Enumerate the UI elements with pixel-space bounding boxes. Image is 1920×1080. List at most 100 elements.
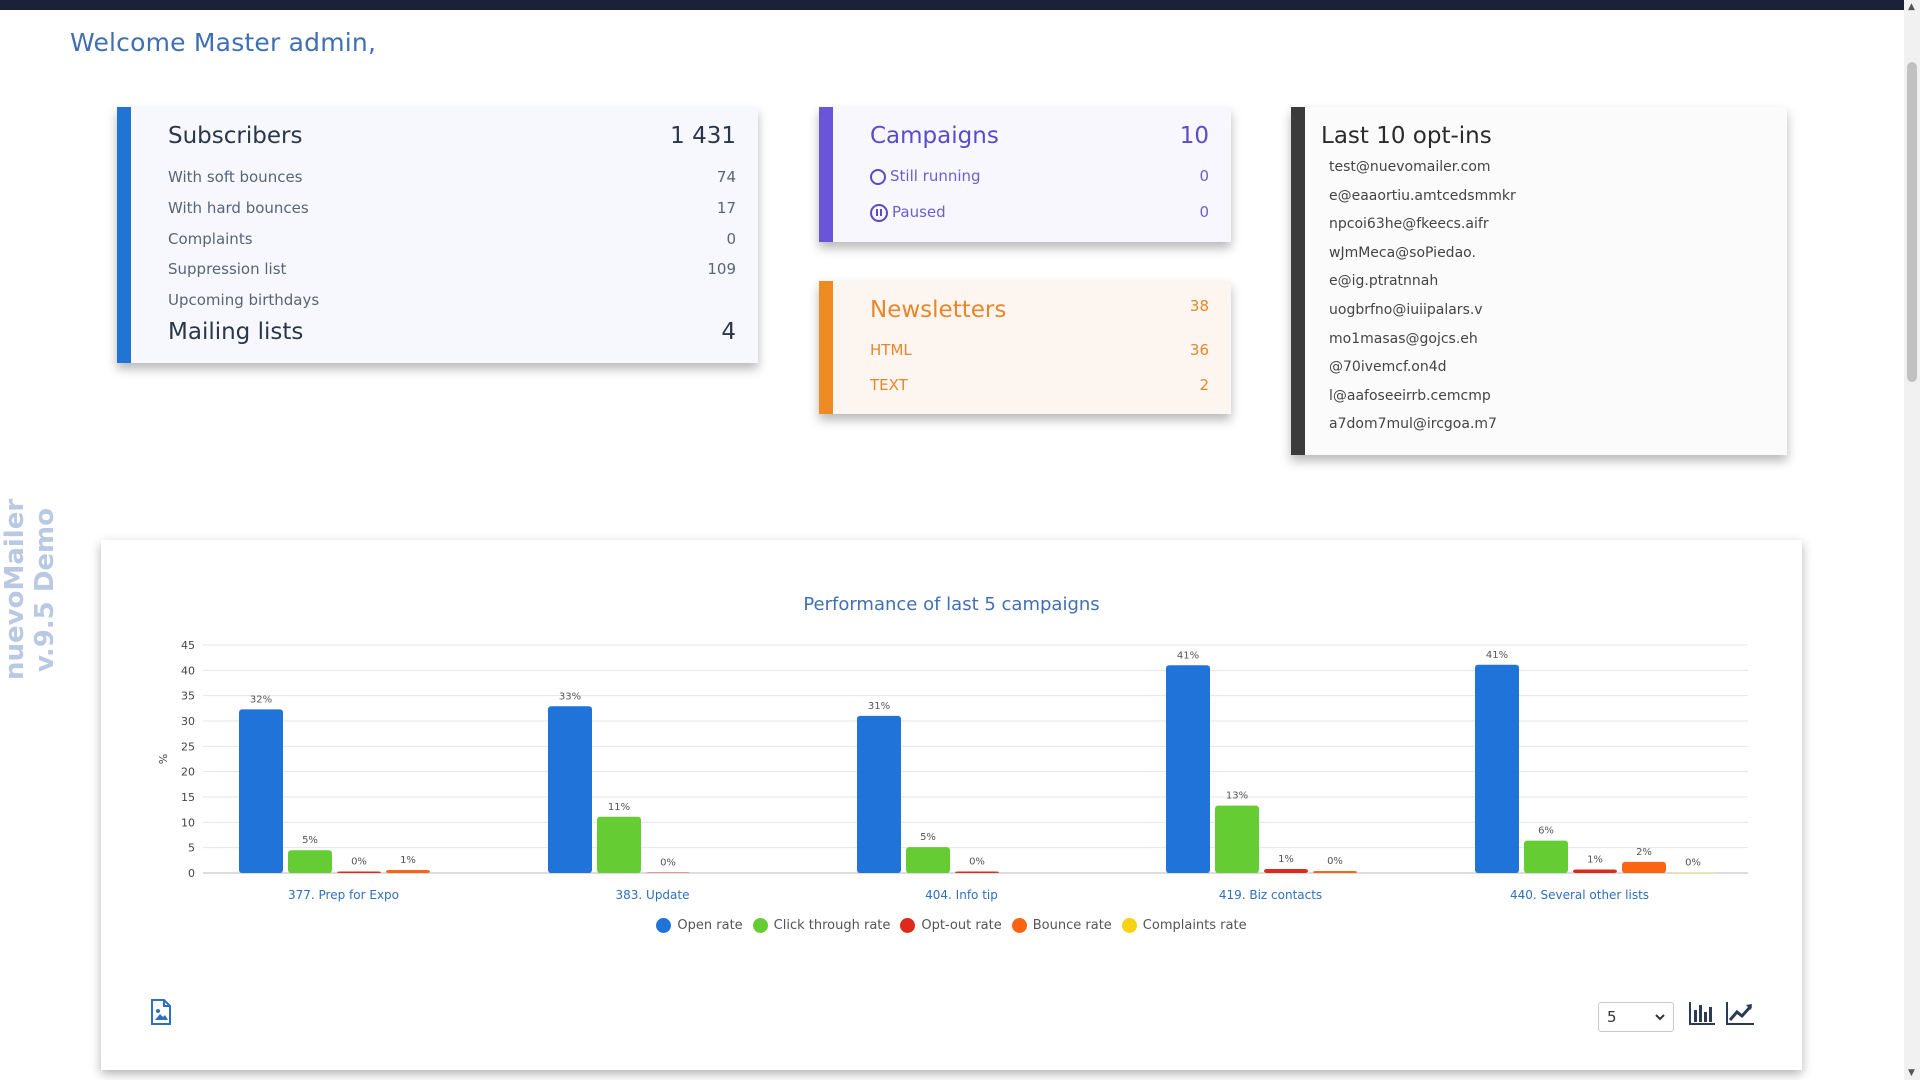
data-label: 0% [969,856,985,867]
row-value: 109 [707,260,736,278]
top-bar [0,0,1920,10]
row-label: Upcoming birthdays [168,291,320,309]
chart-bar [1313,870,1357,873]
bar-chart-icon[interactable] [1688,1000,1716,1026]
soft-bounces-row[interactable]: With soft bounces 74 [168,168,736,186]
optin-email[interactable]: npcoi63he@fkeecs.aifr [1329,216,1489,232]
campaigns-card: Campaigns 10 Still running 0 Paused 0 [819,107,1231,242]
chart-legend: Open rate Click through rate Opt-out rat… [101,918,1802,933]
mailing-lists-label: Mailing lists [168,319,304,345]
legend-label: Complaints rate [1142,918,1247,933]
legend-open-rate[interactable]: Open rate [656,918,743,933]
chart-bar [1264,868,1308,873]
optins-title: Last 10 opt-ins [1321,123,1492,149]
legend-label: Bounce rate [1032,918,1112,933]
chart-bar [288,850,332,873]
row-label: Complaints [168,230,253,248]
y-axis-label: % [157,754,170,764]
chart-bar [239,709,283,873]
optin-email[interactable]: e@eaaortiu.amtcedsmmkr [1329,188,1516,204]
optin-email[interactable]: uogbrfno@iuiipalars.v [1329,302,1483,318]
legend-label: Opt-out rate [921,918,1002,933]
still-running-row[interactable]: Still running 0 [870,167,1209,185]
text-row[interactable]: TEXT 2 [870,376,1209,394]
legend-complaints-rate[interactable]: Complaints rate [1121,918,1247,933]
legend-optout-rate[interactable]: Opt-out rate [900,918,1002,933]
chart-bar [1524,840,1568,873]
optin-email[interactable]: mo1masas@gojcs.eh [1329,331,1478,347]
y-tick-label: 35 [181,690,195,703]
x-tick-label: 377. Prep for Expo [288,888,399,902]
legend-swatch [1011,918,1027,933]
chart-title: Performance of last 5 campaigns [803,594,1100,615]
optin-email[interactable]: e@ig.ptratnnah [1329,273,1439,289]
chart-bar [1573,869,1617,873]
row-label: Suppression list [168,260,287,278]
optin-email[interactable]: a7dom7mul@ircgoa.m7 [1329,416,1497,432]
y-tick-label: 0 [188,867,195,880]
welcome-message: Welcome Master admin, [70,28,377,57]
row-value: 17 [716,199,736,217]
chart-bar [1475,664,1519,873]
mailing-lists-row[interactable]: Mailing lists 4 [168,319,736,345]
optin-email[interactable]: test@nuevomailer.com [1329,159,1491,175]
chart-bar [1671,872,1715,873]
legend-swatch [1121,918,1137,933]
optin-email[interactable]: wJmMeca@soPiedao. [1329,245,1476,261]
scroll-down-icon[interactable]: ▼ [1908,1068,1915,1078]
html-value: 36 [1189,341,1209,359]
legend-click-rate[interactable]: Click through rate [752,918,891,933]
hard-bounces-row[interactable]: With hard bounces 17 [168,199,736,217]
y-tick-label: 10 [181,816,195,829]
legend-label: Open rate [677,918,743,933]
html-row[interactable]: HTML 36 [870,341,1209,359]
still-running-label: Still running [890,167,981,185]
data-label: 6% [1538,826,1554,837]
complaints-row[interactable]: Complaints 0 [168,230,736,248]
chart-bar [1215,805,1259,873]
data-label: 1% [400,855,416,866]
row-value: 0 [726,230,736,248]
running-icon [870,168,886,185]
text-label: TEXT [870,376,908,394]
legend-swatch [900,918,916,933]
scroll-thumb[interactable] [1907,62,1917,382]
legend-label: Click through rate [773,918,891,933]
y-tick-label: 45 [181,639,195,652]
legend-bounce-rate[interactable]: Bounce rate [1011,918,1112,933]
data-label: 0% [351,856,367,867]
data-label: 0% [1327,856,1343,867]
newsletters-title[interactable]: Newsletters [870,297,1007,323]
suppression-list-row[interactable]: Suppression list 109 [168,260,736,278]
optin-email[interactable]: l@aafoseeirrb.cemcmp [1329,388,1491,404]
row-value: 74 [716,168,736,186]
chevron-down-icon [1655,1013,1665,1020]
data-label: 32% [250,694,272,705]
campaign-count-select[interactable]: 5 [1598,1002,1674,1032]
paused-value: 0 [1199,203,1209,222]
data-label: 5% [920,832,936,843]
paused-row[interactable]: Paused 0 [870,203,1209,222]
performance-chart-panel: Performance of last 5 campaigns 0 5 10 15 20… [101,540,1802,1070]
scroll-up-icon[interactable]: ▲ [1908,2,1915,12]
last-optins-card: Last 10 opt-ins test@nuevomailer.com e@e… [1291,107,1787,455]
optin-email[interactable]: @70ivemcf.on4d [1329,359,1447,375]
data-label: 13% [1226,791,1248,802]
text-value: 2 [1199,376,1209,394]
upcoming-birthdays-row[interactable]: Upcoming birthdays [168,291,736,309]
data-label: 41% [1486,650,1508,661]
data-label: 0% [1685,857,1701,868]
export-image-icon[interactable] [150,999,172,1025]
y-tick-label: 40 [181,664,195,677]
subscribers-title[interactable]: Subscribers [168,123,303,149]
chart-bar [337,871,381,873]
y-tick-label: 20 [181,766,195,779]
newsletters-card: Newsletters 38 HTML 36 TEXT 2 [819,281,1231,414]
line-chart-icon[interactable] [1725,1000,1755,1026]
performance-chart: 0 5 10 15 20 25 30 35 40 45% 32% 5% 0% 1% 377. Prep fo… [157,639,1748,902]
campaigns-title[interactable]: Campaigns [870,123,999,149]
y-tick-label: 30 [181,715,195,728]
page-scrollbar[interactable]: ▲ ▼ [1904,0,1920,1080]
subscribers-card: Subscribers 1 431 With soft bounces 74 W… [117,107,758,363]
data-label: 1% [1587,854,1603,865]
